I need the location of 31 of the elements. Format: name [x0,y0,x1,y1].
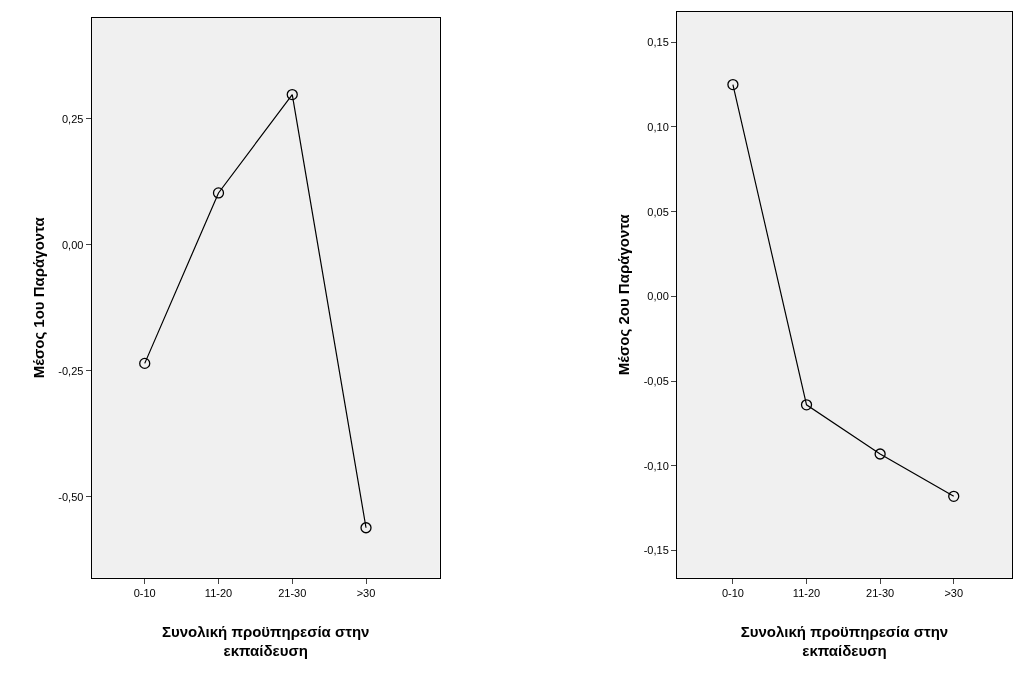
point [800,399,813,411]
y-tick-label: -0,25 [58,364,84,377]
y-axis-title: Μέσος 2ου Παράγοντα [614,213,632,376]
point [212,187,225,199]
x-tick-label: 21-30 [866,586,895,599]
y-axis-title: Μέσος 1ου Παράγοντα [29,216,47,379]
y-tick-label: -0,10 [643,459,669,472]
y-tick-label: 0,05 [647,205,669,218]
y-tick-label: 0,10 [647,120,669,133]
x-axis-title: Συνολική προϋπηρεσία στην εκπαίδευση [740,622,949,660]
x-tick-label: >30 [944,586,964,599]
y-tick-label: 0,00 [62,238,84,251]
y-tick-label: -0,15 [643,544,669,557]
y-tick-label: 0,00 [647,290,669,303]
y-tick-label: 0,15 [647,36,669,49]
point [948,490,960,502]
y-tick-label: 0,25 [62,112,84,125]
y-tick-label: -0,05 [643,374,669,387]
point [286,88,298,101]
x-tick-label: 11-20 [204,586,233,599]
x-tick-label: >30 [356,586,376,599]
point [139,357,151,370]
x-axis-title: Συνολική προϋπηρεσία στην εκπαίδευση [161,622,370,660]
y-tick-label: -0,50 [58,490,84,503]
x-tick-label: 11-20 [792,586,821,599]
point [360,522,372,534]
point [727,78,739,91]
x-tick-label: 0-10 [133,586,156,599]
x-tick-label: 0-10 [721,586,744,599]
point [874,448,886,460]
x-tick-label: 21-30 [278,586,307,599]
